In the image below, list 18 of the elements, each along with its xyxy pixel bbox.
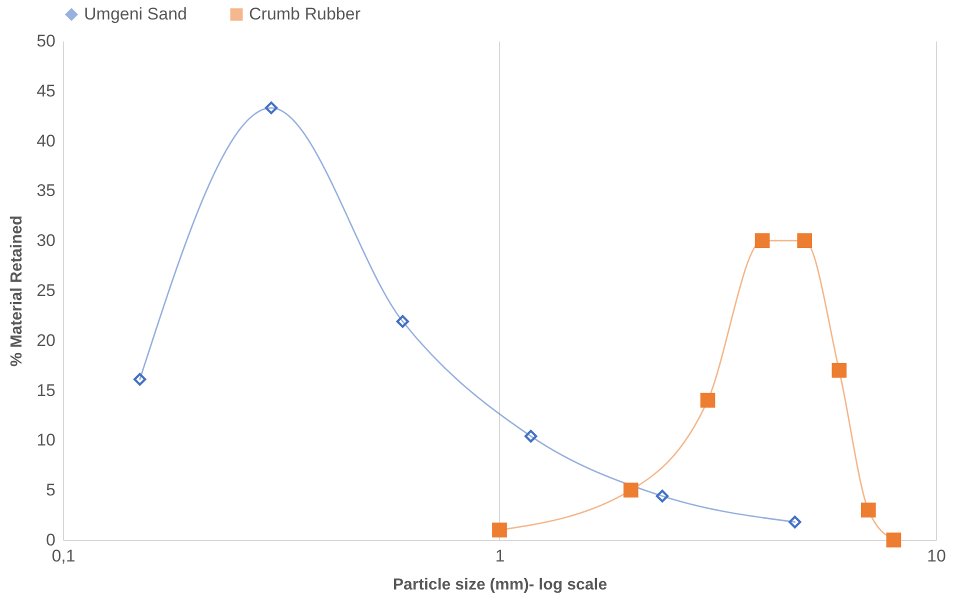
y-tick-label: 15 [36,380,56,400]
y-tick-label: 25 [36,281,56,300]
y-tick-label: 40 [36,131,56,150]
legend-label: Crumb Rubber [249,4,361,24]
x-tick-label: 0,1 [52,546,76,566]
x-tick-label: 10 [927,546,946,566]
legend-label: Umgeni Sand [84,4,188,24]
y-tick-label: 45 [36,81,56,100]
y-axis-title: % Material Retained [8,215,26,367]
y-tick-label: 0 [46,530,56,550]
y-tick-label: 30 [36,231,56,250]
y-tick-label: 50 [36,32,56,50]
x-axis-title: Particle size (mm)- log scale [392,576,608,594]
y-tick-label: 10 [36,430,56,450]
y-tick-label: 20 [36,330,56,350]
x-tick-label: 1 [495,546,505,566]
y-tick-label: 5 [46,480,56,500]
y-tick-label: 35 [36,181,56,200]
